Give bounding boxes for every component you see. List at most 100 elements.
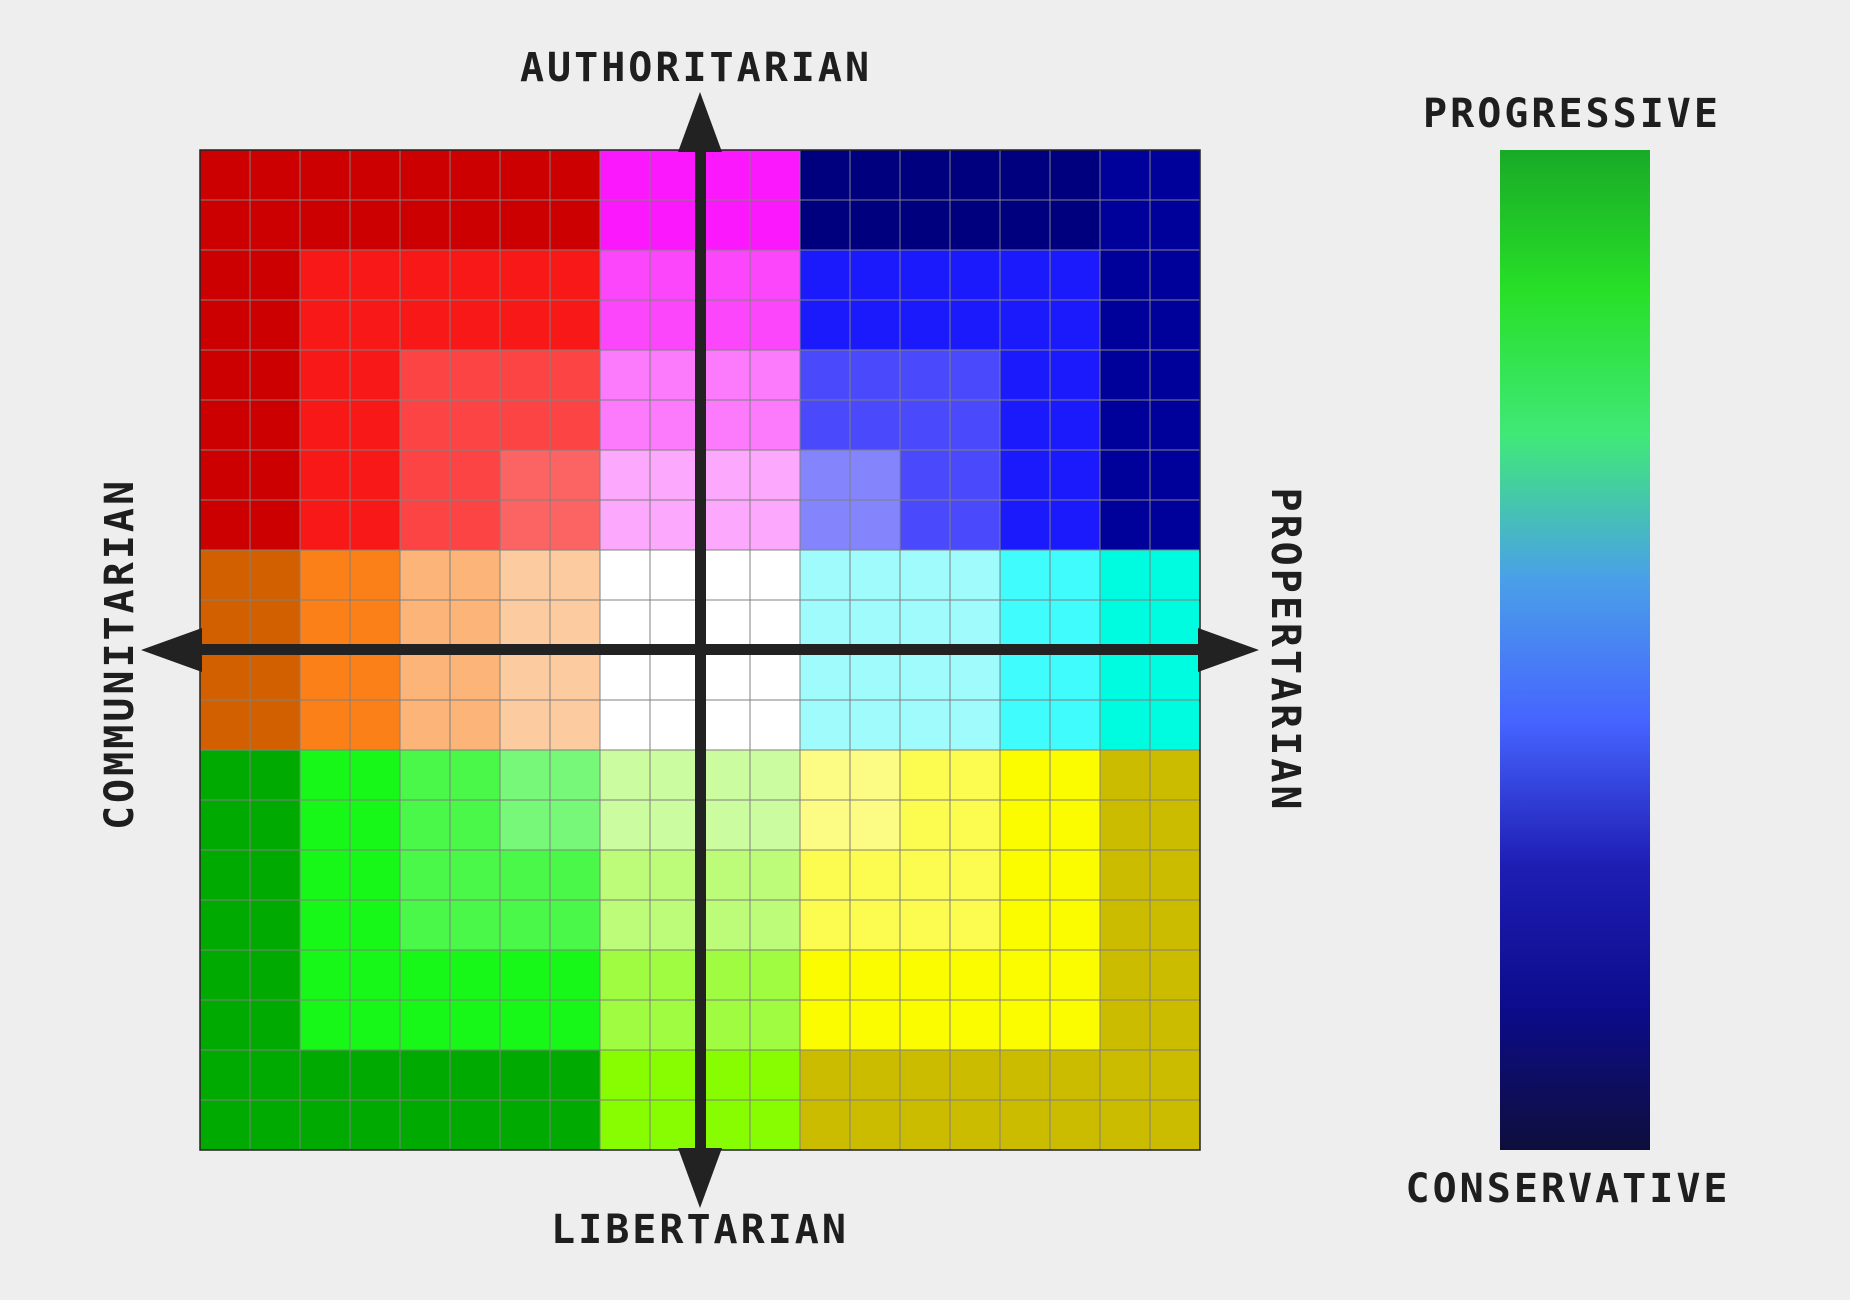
grid-cell bbox=[850, 500, 901, 551]
grid-cell bbox=[1000, 300, 1051, 351]
grid-cell bbox=[450, 850, 501, 901]
grid-cell bbox=[850, 550, 901, 601]
grid-cell bbox=[350, 400, 401, 451]
grid-cell bbox=[850, 1100, 901, 1151]
grid-cell bbox=[200, 800, 251, 851]
grid-cell bbox=[350, 700, 401, 751]
grid-cell bbox=[250, 750, 301, 801]
grid-cell bbox=[250, 850, 301, 901]
grid-cell bbox=[650, 1050, 701, 1101]
grid-cell bbox=[600, 600, 651, 651]
arrow-down-icon bbox=[678, 1148, 722, 1208]
grid-cell bbox=[700, 850, 751, 901]
grid-cell bbox=[750, 600, 801, 651]
grid-cell bbox=[250, 1100, 301, 1151]
grid-cell bbox=[400, 750, 451, 801]
grid-cell bbox=[200, 850, 251, 901]
grid-cell bbox=[800, 600, 851, 651]
grid-cell bbox=[350, 150, 401, 201]
grid-cell bbox=[900, 1100, 951, 1151]
grid-cell bbox=[550, 1100, 601, 1151]
grid-cell bbox=[200, 1000, 251, 1051]
grid-cell bbox=[500, 450, 551, 501]
grid-cell bbox=[400, 350, 451, 401]
progressive-conservative-scale-bar bbox=[1500, 150, 1650, 1150]
grid-cell bbox=[700, 550, 751, 601]
grid-cell bbox=[750, 500, 801, 551]
grid-cell bbox=[850, 200, 901, 251]
grid-cell bbox=[650, 950, 701, 1001]
scale-label-conservative: CONSERVATIVE bbox=[1405, 1166, 1731, 1212]
grid-cell bbox=[650, 500, 701, 551]
grid-cell bbox=[450, 600, 501, 651]
grid-cell bbox=[500, 250, 551, 301]
grid-cell bbox=[200, 550, 251, 601]
grid-cell bbox=[550, 200, 601, 251]
grid-cell bbox=[350, 200, 401, 251]
grid-cell bbox=[800, 900, 851, 951]
grid-cell bbox=[500, 950, 551, 1001]
grid-cell bbox=[800, 950, 851, 1001]
grid-cell bbox=[400, 450, 451, 501]
grid-cell bbox=[1150, 350, 1201, 401]
grid-cell bbox=[700, 700, 751, 751]
grid-cell bbox=[950, 950, 1001, 1001]
grid-cell bbox=[1050, 900, 1101, 951]
grid-cell bbox=[500, 550, 551, 601]
grid-cell bbox=[1050, 350, 1101, 401]
grid-cell bbox=[950, 550, 1001, 601]
grid-cell bbox=[600, 1050, 651, 1101]
grid-cell bbox=[500, 300, 551, 351]
grid-cell bbox=[800, 550, 851, 601]
grid-cell bbox=[550, 900, 601, 951]
grid-cell bbox=[500, 600, 551, 651]
grid-cell bbox=[500, 900, 551, 951]
grid-cell bbox=[250, 650, 301, 701]
grid-cell bbox=[600, 950, 651, 1001]
grid-cell bbox=[500, 150, 551, 201]
grid-cell bbox=[1050, 200, 1101, 251]
grid-cell bbox=[350, 650, 401, 701]
arrow-up-icon bbox=[678, 92, 722, 152]
grid-cell bbox=[350, 600, 401, 651]
grid-cell bbox=[700, 900, 751, 951]
grid-cell bbox=[1000, 1050, 1051, 1101]
grid-cell bbox=[450, 1000, 501, 1051]
grid-cell bbox=[1150, 750, 1201, 801]
grid-cell bbox=[1150, 250, 1201, 301]
grid-cell bbox=[650, 650, 701, 701]
grid-cell bbox=[250, 250, 301, 301]
grid-cell bbox=[450, 450, 501, 501]
grid-cell bbox=[600, 1000, 651, 1051]
grid-cell bbox=[550, 1000, 601, 1051]
grid-cell bbox=[600, 450, 651, 501]
grid-cell bbox=[400, 250, 451, 301]
grid-cell bbox=[1000, 650, 1051, 701]
grid-cell bbox=[200, 150, 251, 201]
grid-cell bbox=[300, 850, 351, 901]
grid-cell bbox=[750, 900, 801, 951]
grid-cell bbox=[1050, 1100, 1101, 1151]
grid-cell bbox=[1150, 650, 1201, 701]
grid-cell bbox=[800, 450, 851, 501]
axis-label-authoritarian: AUTHORITARIAN bbox=[519, 45, 873, 91]
grid-cell bbox=[400, 200, 451, 251]
grid-cell bbox=[450, 250, 501, 301]
grid-cell bbox=[900, 800, 951, 851]
grid-cell bbox=[1050, 800, 1101, 851]
grid-cell bbox=[1000, 1000, 1051, 1051]
grid-cell bbox=[450, 400, 501, 451]
grid-cell bbox=[700, 1050, 751, 1101]
grid-cell bbox=[900, 400, 951, 451]
grid-cell bbox=[850, 350, 901, 401]
grid-cell bbox=[750, 250, 801, 301]
grid-cell bbox=[250, 350, 301, 401]
grid-cell bbox=[750, 1050, 801, 1101]
grid-cell bbox=[650, 250, 701, 301]
grid-cell bbox=[900, 200, 951, 251]
grid-cells bbox=[200, 150, 1201, 1151]
grid-cell bbox=[500, 350, 551, 401]
grid-cell bbox=[650, 900, 701, 951]
grid-cell bbox=[350, 1000, 401, 1051]
grid-cell bbox=[1050, 500, 1101, 551]
